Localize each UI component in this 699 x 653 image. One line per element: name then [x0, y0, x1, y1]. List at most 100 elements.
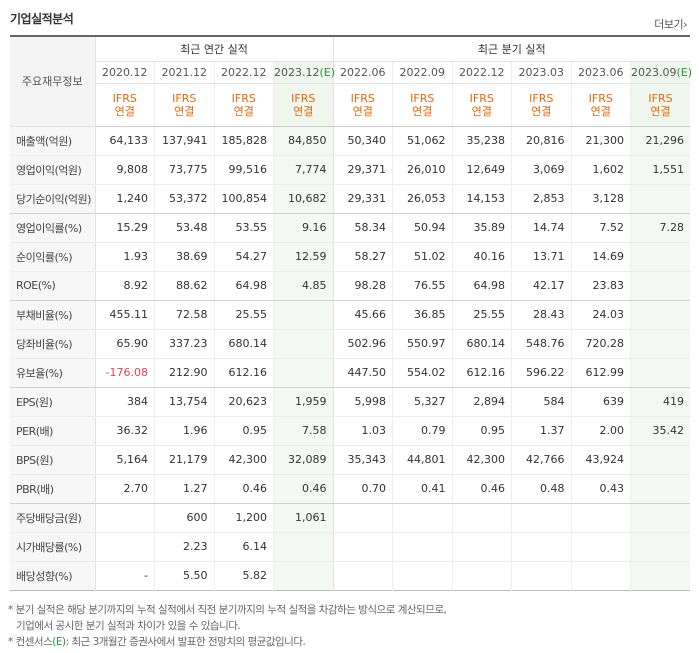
row-label: PER(배) [10, 416, 96, 446]
section-title: 기업실적분석 [10, 12, 74, 26]
table-cell: 185,828 [213, 126, 274, 156]
table-cell: 5.50 [154, 561, 214, 590]
table-cell: 7.52 [570, 213, 631, 243]
table-cell: 53.55 [213, 213, 274, 243]
table-cell [630, 503, 690, 533]
table-cell: 5,998 [332, 387, 393, 417]
table-row: 매출액(억원) 64,133 137,941 185,828 84,850 50,340 5… [10, 126, 690, 156]
table-cell [332, 532, 393, 562]
ifrs-header: IFRS 연결 [95, 83, 155, 127]
table-cell [570, 532, 631, 562]
group-header-row: 주요재무정보 최근 연간 실적 최근 분기 실적 [10, 36, 690, 127]
table-cell: 35,238 [451, 126, 512, 156]
table-cell: 25.55 [451, 300, 512, 330]
period-label: 2022.06 [340, 65, 386, 79]
table-cell [451, 561, 512, 590]
table-cell: 10,682 [273, 184, 333, 214]
row-label: 당기순이익(억원) [10, 184, 96, 214]
consolidated-label: 연결 [293, 104, 314, 118]
period-header: 2022.12 [213, 61, 274, 84]
period-label: 2022.09 [399, 65, 446, 79]
table-row: 배당성향(%) -5.50 5.82 [10, 561, 690, 590]
table-cell: 35,343 [332, 445, 393, 475]
more-link[interactable]: 더보기› [654, 16, 687, 32]
table-cell: 21,300 [570, 126, 631, 156]
row-label: 순이익률(%) [10, 242, 96, 272]
table-cell: 65.90 [94, 329, 155, 359]
more-label[interactable]: 더보기 [654, 18, 684, 31]
table-cell [630, 242, 690, 272]
table-cell [570, 561, 631, 590]
table-cell: 9,808 [94, 155, 155, 185]
table-cell [273, 561, 333, 590]
consolidated-label: 연결 [233, 104, 254, 118]
ifrs-header: IFRS 연결 [273, 83, 333, 127]
label-column-header: 주요재무정보 [10, 36, 96, 127]
table-row: 영업이익(억원) 9,808 73,775 99,516 7,774 29,371 26,0… [10, 155, 690, 185]
table-cell: 14.74 [511, 213, 571, 243]
table-cell: 384 [94, 387, 155, 417]
table-cell: 0.41 [392, 474, 452, 504]
table-cell [630, 561, 690, 590]
ifrs-label: IFRS [469, 91, 494, 105]
ifrs-label: IFRS [350, 91, 375, 105]
table-cell: 84,850 [273, 126, 333, 156]
row-label: 주당배당금(원) [10, 503, 96, 533]
table-cell: 28.43 [511, 300, 571, 330]
table-cell: 32,089 [273, 445, 333, 475]
table-cell [273, 358, 333, 388]
period-header: 2023.06 [570, 61, 631, 84]
table-cell: 1,200 [213, 503, 274, 533]
footnote-1-cont: 기업에서 공시한 분기 실적과 차이가 있을 수 있습니다. [16, 620, 241, 632]
table-cell: 50.94 [392, 213, 452, 243]
table-cell: 7,774 [273, 155, 333, 185]
table-cell [94, 532, 155, 562]
table-cell: 13,754 [154, 387, 214, 417]
table-cell: 2,894 [451, 387, 512, 417]
table-cell: 58.27 [332, 242, 393, 272]
table-row: 영업이익률(%) 15.29 53.48 53.55 9.16 58.34 50.94 35.… [10, 213, 690, 243]
table-cell: 550.97 [392, 329, 452, 359]
table-cell [94, 503, 155, 533]
table-cell [332, 503, 393, 533]
table-cell: 212.90 [154, 358, 214, 388]
table-cell: 12.59 [273, 242, 333, 272]
table-cell: 612.16 [213, 358, 274, 388]
section-header: 기업실적분석 더보기› [0, 0, 699, 34]
period-header: 2021.12 [154, 61, 214, 84]
table-cell [630, 329, 690, 359]
table-row: 순이익률(%) 1.93 38.69 54.27 12.59 58.27 51.02 40.1… [10, 242, 690, 272]
table-cell [273, 300, 333, 330]
table-cell: 44,801 [392, 445, 452, 475]
table-cell: 1,061 [273, 503, 333, 533]
table-cell [630, 271, 690, 301]
table-cell: 58.34 [332, 213, 393, 243]
table-cell: 36.32 [94, 416, 155, 446]
table-cell: 20,816 [511, 126, 571, 156]
footnote-2-prefix: * 컨센서스 [8, 636, 53, 648]
table-cell: 53,372 [154, 184, 214, 214]
consolidated-label: 연결 [650, 104, 671, 118]
row-label: 배당성향(%) [10, 561, 96, 590]
table-cell: 29,331 [332, 184, 393, 214]
ifrs-header: IFRS 연결 [511, 83, 571, 127]
table-cell: 1,551 [630, 155, 690, 185]
table-cell: 21,179 [154, 445, 214, 475]
ifrs-label: IFRS [410, 91, 435, 105]
period-header: 2023.03 [511, 61, 571, 84]
table-cell [511, 561, 571, 590]
table-cell: 64,133 [94, 126, 155, 156]
table-body: 매출액(억원) 64,133 137,941 185,828 84,850 50,340 5… [10, 126, 690, 590]
table-cell: 7.58 [273, 416, 333, 446]
table-cell: 14,153 [451, 184, 512, 214]
table-cell: 88.62 [154, 271, 214, 301]
table-cell: 29,371 [332, 155, 393, 185]
table-cell: 3,069 [511, 155, 571, 185]
table-cell [630, 358, 690, 388]
table-cell: 100,854 [213, 184, 274, 214]
table-cell: 1,602 [570, 155, 631, 185]
consolidated-label: 연결 [531, 104, 552, 118]
table-cell: 25.55 [213, 300, 274, 330]
table-cell: 0.95 [451, 416, 512, 446]
table-cell: 680.14 [213, 329, 274, 359]
